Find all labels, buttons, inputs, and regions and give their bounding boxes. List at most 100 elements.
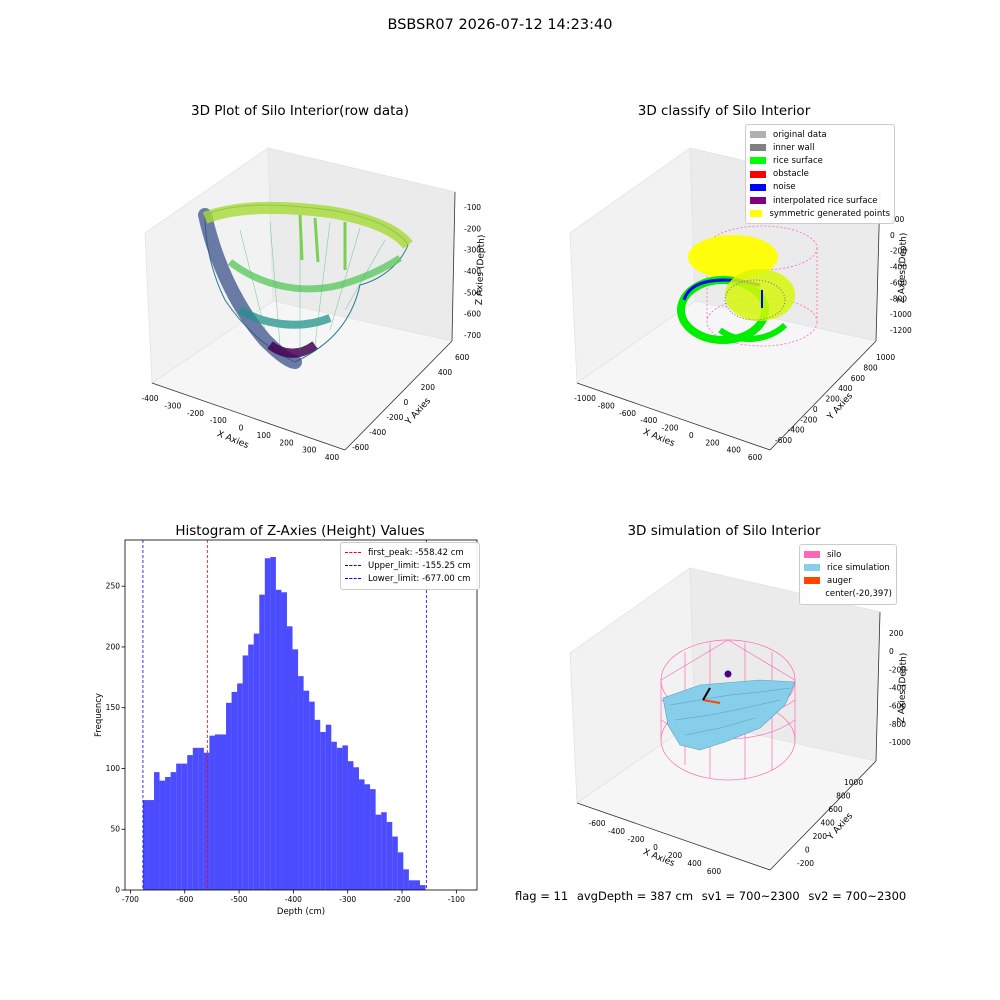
simulation-tick-labels: -600-400-2000200400600-20002004006008001… [588,629,911,876]
raw-z-tick-label: -600 [464,310,481,319]
legend-swatch [750,210,763,218]
histogram-bar [220,734,227,890]
histogram-bar [314,719,321,890]
legend-item: first_peak: -558.42 cm [345,546,475,559]
classify-y-tick-label: 0 [813,405,818,414]
histogram-x-tick-label: -600 [176,895,193,904]
histogram-legend: first_peak: -558.42 cm Upper_limit: -155… [340,542,480,590]
histogram-bar [231,691,238,890]
legend-item: rice simulation [804,561,892,574]
histogram-bar [408,880,415,890]
legend-label: noise [773,182,796,193]
histogram-bar [176,763,182,890]
histogram-x-tick-label: -400 [285,895,302,904]
raw-y-tick-label: -200 [386,413,403,422]
simulation-x-tick-label: -400 [608,827,625,836]
histogram-bar [292,649,299,890]
histogram-y-tick-label: 50 [110,825,120,834]
simulation-3d-axes [569,567,881,871]
classify-y-tick-label: -200 [800,415,817,424]
classify-z-tick-label: 0 [890,231,895,240]
histogram-bar [214,734,221,890]
figure-title: BSBSR07 2026-07-12 14:23:40 [387,17,613,33]
classify-y-tick-label: -600 [775,436,792,445]
raw-y-tick-label: 400 [438,368,453,377]
simulation-x-tick-label: 400 [687,859,702,868]
legend-item: center(-20,397) [804,588,892,601]
histogram-bar [386,821,393,890]
legend-swatch [804,551,820,559]
histogram-bar [237,683,243,890]
raw-x-tick-label: 0 [239,424,244,433]
simulation-x-tick-label: -600 [588,819,605,828]
histogram-bar [325,724,332,890]
histogram-bar [198,747,204,890]
histogram-bar [336,747,343,890]
raw-z-tick-label: -300 [464,246,481,255]
classify-x-tick-label: -200 [661,424,678,433]
histogram-x-tick-label: -500 [231,895,248,904]
legend-item: obstacle [750,168,890,181]
histogram-bar [226,702,232,890]
histogram-y-tick-label: 100 [106,764,121,773]
simulation-z-tick-label: 200 [889,629,904,638]
raw-z-tick-label: -400 [464,267,481,276]
legend-swatch [750,170,766,178]
raw-x-tick-label: -300 [164,401,181,410]
histogram-bar [392,836,398,890]
histogram-bar [209,735,215,890]
classify-x-tick-label: 600 [748,453,763,462]
classify-y-tick-label: -400 [788,426,805,435]
simulation-y-tick-label: 400 [821,819,836,828]
histogram-bar [170,772,177,890]
histogram-x-tick-label: -700 [122,895,139,904]
raw-plot-title: 3D Plot of Silo Interior(row data) [191,103,409,119]
simulation-plot-title: 3D simulation of Silo Interior [627,523,821,539]
classify-z-tick-label: -600 [890,278,907,287]
classify-z-tick-label: -1000 [890,310,912,319]
simulation-x-tick-label: 0 [653,843,658,852]
status-line: flag = 11 avgDepth = 387 cm sv1 = 700~23… [515,889,907,903]
legend-swatch [804,564,820,572]
simulation-y-tick-label: 1000 [844,778,863,787]
classify-x-tick-label: -800 [598,401,615,410]
legend-item: inner wall [750,141,890,154]
histogram-bar [364,784,371,890]
raw-y-tick-label: -400 [369,428,386,437]
raw-x-tick-label: -400 [141,394,158,403]
simulation-z-tick-label: -800 [889,720,906,729]
simulation-z-tick-label: -400 [889,684,906,693]
classify-z-tick-label: -800 [890,294,907,303]
histogram-bar [248,644,254,890]
legend-swatch [804,577,820,585]
status-sv1: sv1 = 700~2300 [701,889,800,903]
histogram-y-tick-label: 0 [115,886,120,895]
legend-label: original data [773,129,827,140]
raw-z-tick-label: -100 [464,203,481,212]
histogram-bar [353,767,360,890]
raw-x-tick-label: -100 [210,416,227,425]
status-flag: flag = 11 [515,889,569,903]
raw-x-tick-label: -200 [187,409,204,418]
histogram-bar [242,655,249,890]
classify-x-tick-label: 200 [705,438,720,447]
legend-label: first_peak: -558.42 cm [368,547,464,558]
simulation-z-tick-label: 0 [889,647,894,656]
histogram-bar [270,557,276,890]
classify-legend: original data inner wall rice surface ob… [745,124,895,225]
legend-label: inner wall [773,142,815,153]
legend-label: rice simulation [827,562,890,573]
histogram-x-axis-label: Depth (cm) [277,907,325,917]
histogram-bar [381,812,387,890]
legend-item: silo [804,548,892,561]
classify-plot-title: 3D classify of Silo Interior [637,103,811,119]
simulation-z-tick-label: -1000 [889,738,911,747]
classify-x-tick-label: -400 [640,416,657,425]
simulation-x-tick-label: 200 [668,851,683,860]
classify-x-tick-label: 400 [727,446,742,455]
status-sv2: sv2 = 700~2300 [808,889,907,903]
legend-item: noise [750,181,890,194]
status-avg-depth: avgDepth = 387 cm [576,889,694,903]
legend-item: original data [750,128,890,141]
histogram-bar [253,633,260,890]
